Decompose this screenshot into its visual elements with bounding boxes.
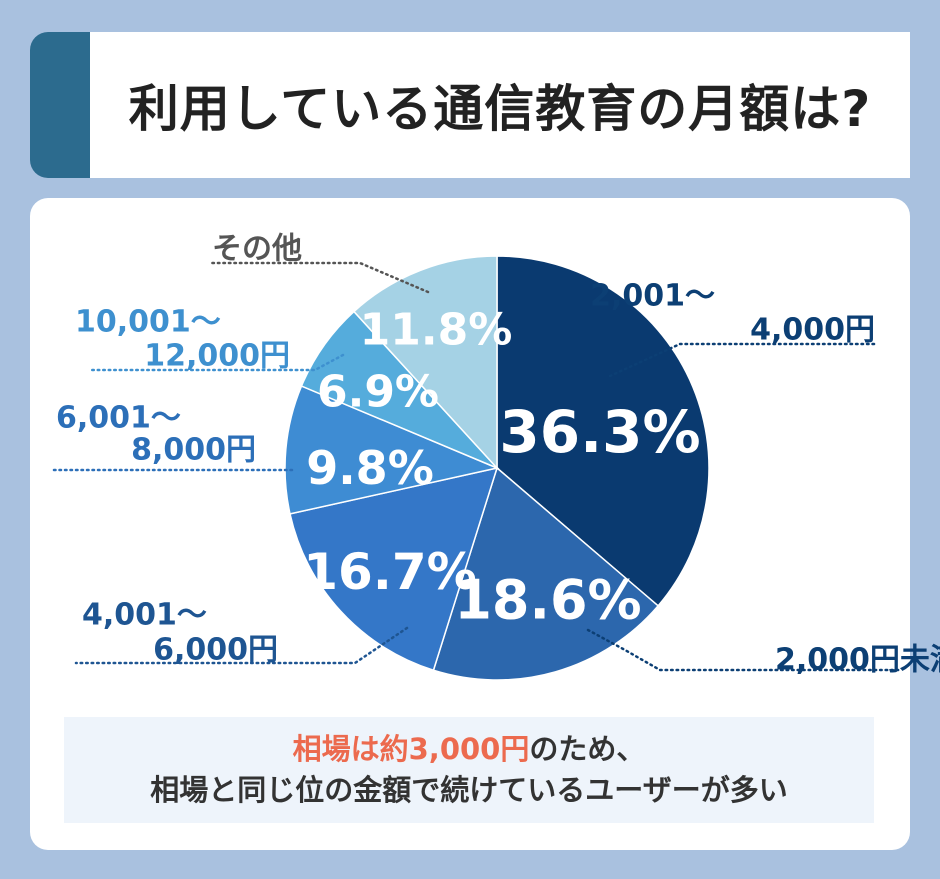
slice-category-label: 12,000円 [144, 339, 290, 374]
slice-category-label: 6,001〜 [56, 401, 181, 436]
pie-slice [352, 255, 498, 470]
slice-category-label: 6,000円 [153, 633, 278, 668]
title-box: 利用している通信教育の月額は? [90, 32, 910, 178]
summary-box: 相場は約3,000円のため、 相場と同じ位の金額で続けているユーザーが多い [64, 717, 874, 823]
slice-category-label: 4,000円 [750, 313, 875, 348]
slice-value-label: 9.8% [306, 441, 434, 495]
slice-category-label: 8,000円 [131, 433, 256, 468]
slice-value-label: 36.3% [499, 398, 700, 466]
leader-line [608, 342, 880, 378]
slice-value-label: 11.8% [360, 305, 513, 356]
title-banner: 利用している通信教育の月額は? [30, 32, 910, 178]
page-title: 利用している通信教育の月額は? [128, 80, 872, 138]
pie-slice [289, 466, 499, 672]
leader-line [586, 628, 902, 672]
slice-value-label: 18.6% [454, 569, 641, 632]
slice-category-label: 2,000円未満 [775, 643, 940, 678]
summary-line-1: 相場は約3,000円のため、 [293, 729, 646, 770]
leader-line [88, 353, 345, 372]
slice-category-label: 10,001〜 [75, 305, 221, 340]
leader-line [210, 261, 430, 294]
summary-line-2: 相場と同じ位の金額で続けているユーザーが多い [150, 773, 788, 807]
slice-value-label: 6.9% [317, 367, 439, 418]
leader-line [74, 626, 409, 665]
slice-category-label: 2,001〜 [590, 279, 715, 314]
slice-value-label: 16.7% [303, 543, 476, 601]
pie-slice [432, 466, 660, 681]
pie-slice [496, 255, 710, 607]
summary-highlight: 相場は約3,000円 [292, 732, 530, 767]
summary-line-1-rest: のため、 [529, 732, 646, 767]
slice-category-label: その他 [212, 232, 302, 267]
pie-slice [284, 385, 500, 515]
slice-category-label: 4,001〜 [82, 598, 207, 633]
